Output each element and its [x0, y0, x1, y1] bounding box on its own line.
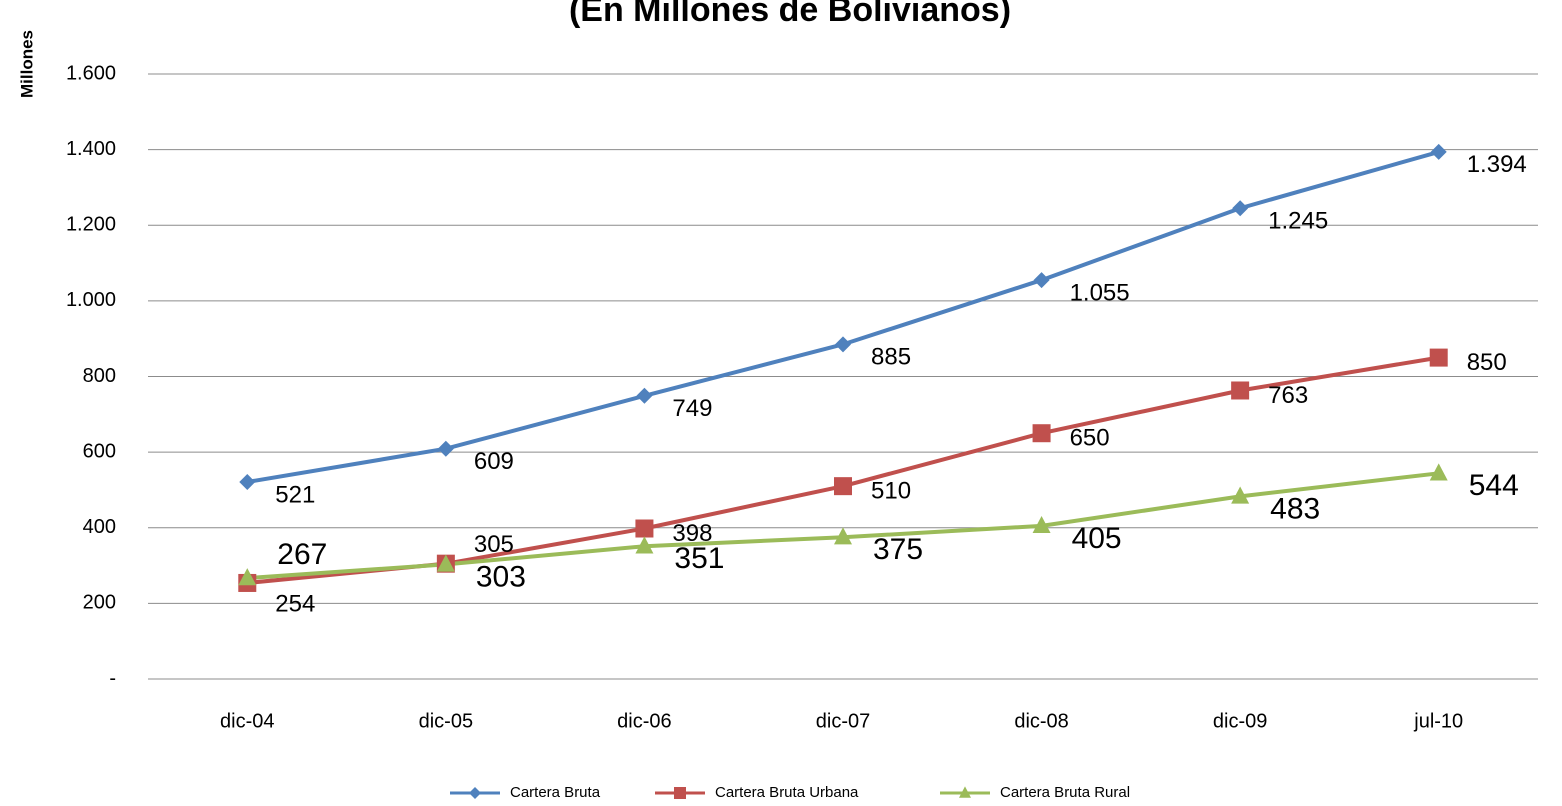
y-tick-label: 1.000: [66, 289, 116, 311]
marker: [834, 477, 852, 496]
data-label: 254: [275, 590, 315, 617]
marker: [636, 387, 653, 404]
marker: [1231, 381, 1250, 400]
y-tick-label: 1.400: [66, 138, 116, 160]
marker: [1430, 143, 1447, 160]
x-tick-label: jul-10: [1413, 710, 1463, 732]
marker: [835, 336, 851, 353]
y-tick-label: 1.200: [66, 214, 116, 236]
data-label: 885: [871, 344, 911, 371]
data-label: 609: [474, 448, 514, 475]
data-label: 521: [275, 481, 315, 508]
legend-label: Cartera Bruta Rural: [1000, 784, 1130, 801]
data-label: 305: [474, 531, 514, 558]
y-tick-label: 400: [83, 516, 116, 538]
legend-label: Cartera Bruta: [510, 784, 601, 801]
y-tick-label: 1.600: [66, 62, 116, 84]
series-line: [246, 149, 1440, 484]
marker: [635, 519, 654, 538]
series-line: [247, 355, 1440, 585]
data-label: 405: [1072, 522, 1122, 555]
data-label: 763: [1268, 382, 1308, 409]
data-label: 483: [1270, 492, 1320, 525]
marker: [437, 440, 454, 457]
data-label: 749: [672, 395, 712, 422]
data-label: 351: [674, 542, 724, 575]
legend-marker: [469, 787, 481, 799]
marker: [1429, 348, 1448, 367]
marker: [1033, 272, 1050, 289]
data-label: 375: [873, 533, 923, 566]
data-label: 267: [277, 538, 327, 571]
data-label: 1.245: [1268, 208, 1328, 235]
x-tick-label: dic-05: [419, 710, 473, 732]
x-tick-label: dic-08: [1014, 710, 1068, 732]
marker: [834, 527, 852, 545]
x-tick-label: dic-09: [1213, 710, 1267, 732]
y-tick-label: 600: [83, 440, 116, 462]
data-label: 1.394: [1467, 151, 1527, 178]
marker: [436, 554, 455, 572]
y-tick-label: 800: [83, 365, 116, 387]
data-label: 1.055: [1070, 279, 1130, 306]
data-label: 510: [871, 478, 911, 505]
marker: [1032, 515, 1051, 534]
marker: [635, 536, 654, 554]
marker: [1232, 200, 1249, 217]
data-label: 850: [1467, 349, 1507, 376]
y-axis-label: Millones: [17, 30, 36, 98]
marker: [1429, 463, 1448, 481]
legend-marker: [674, 787, 686, 799]
marker: [239, 473, 256, 490]
legend-label: Cartera Bruta Urbana: [715, 784, 859, 801]
chart-title: (En Millones de Bolivianos): [569, 0, 1011, 29]
legend-marker: [959, 786, 971, 798]
data-label: 398: [672, 520, 712, 547]
y-tick-label: 200: [83, 592, 116, 614]
data-label: 544: [1469, 469, 1519, 502]
marker: [1032, 424, 1051, 443]
x-tick-label: dic-04: [220, 710, 274, 732]
x-tick-label: dic-06: [617, 710, 671, 732]
data-label: 650: [1070, 425, 1110, 452]
marker: [1231, 486, 1250, 504]
data-label: 303: [476, 560, 526, 593]
marker: [238, 568, 257, 586]
y-tick-label: -: [109, 667, 116, 689]
x-tick-label: dic-07: [816, 710, 870, 732]
